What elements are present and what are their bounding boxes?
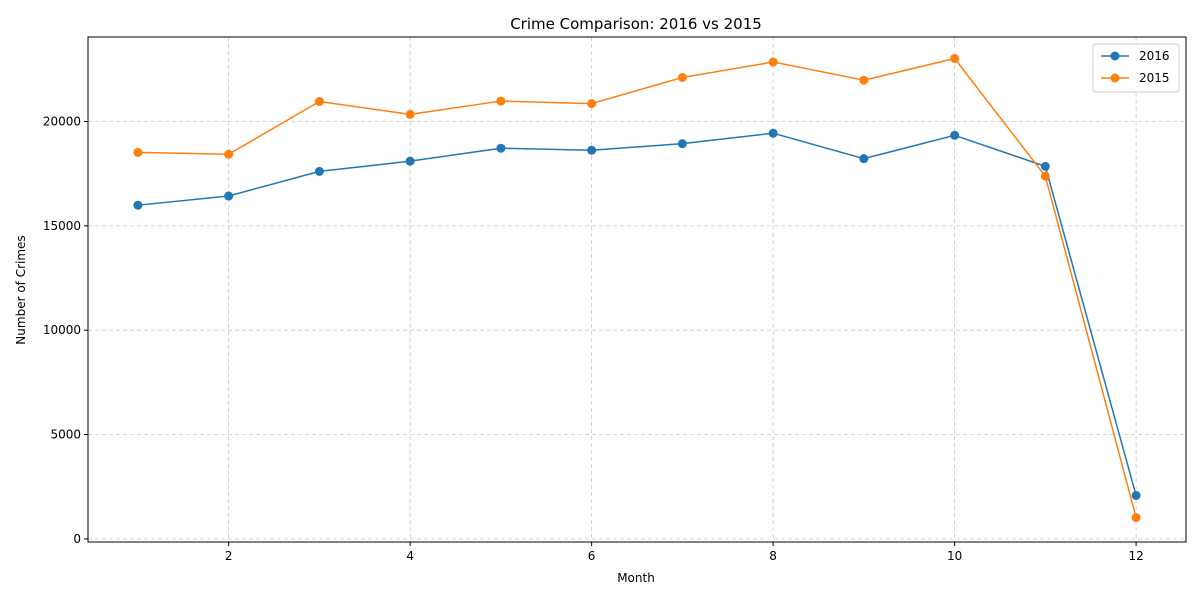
legend-marker-2016 — [1110, 51, 1120, 61]
x-tick-label: 8 — [769, 549, 777, 563]
y-tick-label: 0 — [73, 532, 81, 546]
data-point-2016 — [133, 200, 143, 210]
legend-marker-2015 — [1110, 73, 1120, 83]
data-point-2016 — [859, 154, 869, 164]
y-tick-label: 20000 — [43, 115, 81, 129]
x-tick-label: 2 — [225, 549, 233, 563]
series-line-2015 — [137, 57, 1137, 518]
y-tick-label: 5000 — [50, 428, 81, 442]
y-tick-label: 10000 — [43, 323, 81, 337]
series-group — [133, 53, 1141, 523]
plot-frame — [87, 36, 1187, 543]
data-point-2016 — [405, 156, 415, 166]
x-axis-label: Month — [617, 571, 655, 585]
legend: 2016 2015 — [1092, 43, 1180, 93]
data-point-2015 — [133, 147, 143, 157]
x-tick-label: 10 — [947, 549, 962, 563]
x-axis: 2 4 6 8 10 12 — [225, 542, 1144, 563]
grid — [88, 37, 1186, 542]
legend-label-2015: 2015 — [1139, 71, 1170, 85]
data-point-2016 — [587, 145, 597, 155]
data-point-2015 — [768, 57, 778, 67]
data-point-2015 — [496, 96, 506, 106]
data-point-2016 — [496, 143, 506, 153]
data-point-2015 — [950, 53, 960, 63]
chart-title: Crime Comparison: 2016 vs 2015 — [510, 15, 762, 33]
data-point-2015 — [587, 99, 597, 109]
data-point-2015 — [1131, 513, 1141, 523]
y-tick-label: 15000 — [43, 219, 81, 233]
y-axis-label: Number of Crimes — [14, 235, 28, 344]
data-point-2015 — [405, 109, 415, 119]
legend-label-2016: 2016 — [1139, 49, 1170, 63]
data-point-2015 — [859, 75, 869, 85]
data-point-2015 — [677, 72, 687, 82]
data-point-2015 — [314, 96, 324, 106]
data-point-2016 — [1040, 161, 1050, 171]
x-tick-label: 6 — [588, 549, 596, 563]
data-point-2016 — [224, 191, 234, 201]
x-tick-label: 4 — [406, 549, 414, 563]
series-line-2016 — [137, 132, 1137, 496]
data-point-2016 — [950, 130, 960, 140]
data-point-2016 — [768, 128, 778, 138]
x-tick-label: 12 — [1128, 549, 1143, 563]
data-point-2016 — [677, 139, 687, 149]
data-point-2015 — [1040, 171, 1050, 181]
y-axis: 0 5000 10000 15000 20000 — [43, 115, 88, 546]
data-point-2016 — [1131, 490, 1141, 500]
data-point-2015 — [224, 149, 234, 159]
data-point-2016 — [314, 166, 324, 176]
